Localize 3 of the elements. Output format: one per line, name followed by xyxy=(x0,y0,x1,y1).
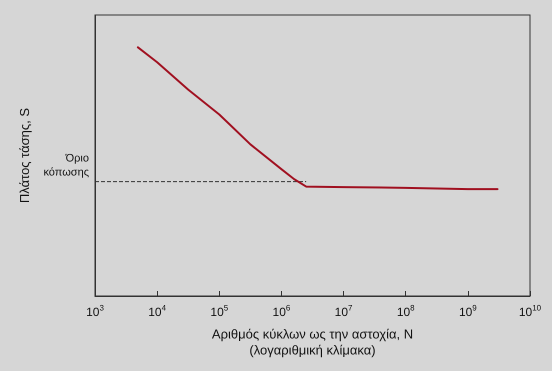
ref-line-label: Όριο κόπωσης xyxy=(43,152,89,179)
y-axis-title: Πλάτος τάσης, S xyxy=(17,108,32,204)
x-axis-title: Αριθμός κύκλων ως την αστοχία, N (λογαριθμική κλίμακα) xyxy=(212,326,414,358)
